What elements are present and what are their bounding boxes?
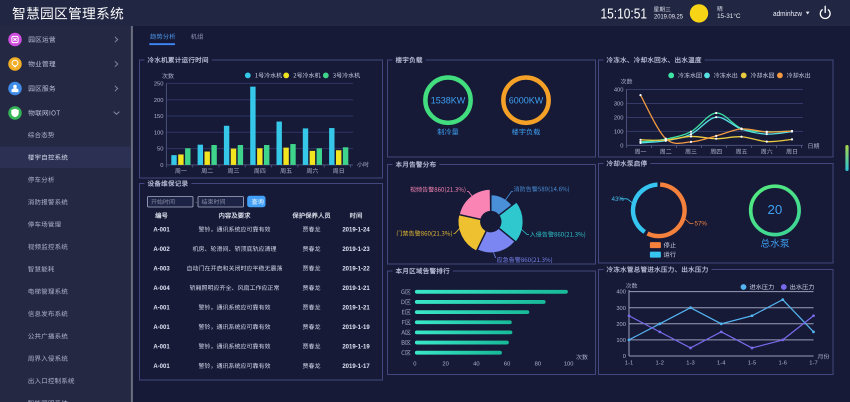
svg-text:1-4: 1-4 (717, 361, 726, 367)
svg-text:1-1: 1-1 (625, 361, 633, 367)
svg-text:100: 100 (614, 129, 624, 135)
svg-text:2019-1-24: 2019-1-24 (342, 227, 370, 233)
svg-text:A-003: A-003 (153, 266, 170, 272)
svg-text:A-001: A-001 (153, 325, 170, 331)
svg-text:0: 0 (623, 354, 626, 360)
svg-text:150: 150 (154, 114, 164, 120)
svg-text:43%: 43% (612, 196, 625, 203)
svg-text:250: 250 (154, 81, 164, 87)
svg-text:1538KW: 1538KW (431, 95, 466, 105)
svg-text:200: 200 (614, 116, 624, 122)
svg-text:2019-1-21: 2019-1-21 (342, 286, 370, 292)
svg-text:0: 0 (413, 361, 416, 367)
svg-text:300: 300 (616, 306, 626, 312)
svg-text:0: 0 (160, 163, 163, 169)
svg-text:40: 40 (473, 361, 479, 367)
svg-text:-: - (195, 200, 197, 206)
svg-text:1-6: 1-6 (779, 361, 787, 367)
svg-text:2019.09.25: 2019.09.25 (654, 14, 683, 21)
svg-text:1-5: 1-5 (748, 361, 756, 367)
svg-text:15:10:51: 15:10:51 (601, 6, 648, 22)
svg-text:A-001: A-001 (153, 344, 170, 350)
svg-text:2019-1-22: 2019-1-22 (342, 266, 370, 272)
svg-text:adminhzw: adminhzw (773, 9, 803, 18)
svg-text:400: 400 (614, 88, 624, 94)
svg-text:100: 100 (616, 338, 626, 344)
svg-text:57%: 57% (695, 221, 708, 228)
svg-text:6000KW: 6000KW (509, 95, 544, 105)
svg-text:0: 0 (620, 143, 623, 149)
svg-text:A-002: A-002 (153, 247, 170, 253)
svg-text:2019-1-19: 2019-1-19 (342, 344, 370, 350)
svg-text:400: 400 (616, 290, 626, 296)
svg-text:A-004: A-004 (153, 286, 170, 292)
svg-text:A-001: A-001 (153, 305, 170, 311)
svg-text:2019-1-21: 2019-1-21 (342, 305, 370, 311)
svg-text:50: 50 (157, 147, 163, 153)
svg-text:300: 300 (614, 102, 624, 108)
svg-text:2019-1-23: 2019-1-23 (342, 247, 370, 253)
svg-text:1-2: 1-2 (656, 361, 664, 367)
svg-text:A-001: A-001 (153, 227, 170, 233)
svg-text:200: 200 (616, 322, 626, 328)
svg-text:20: 20 (768, 202, 783, 217)
svg-text:1-3: 1-3 (686, 361, 694, 367)
svg-text:60: 60 (504, 361, 510, 367)
svg-text:100: 100 (564, 361, 574, 367)
svg-text:80: 80 (535, 361, 541, 367)
svg-text:2019-1-17: 2019-1-17 (342, 364, 370, 370)
svg-text:200: 200 (154, 98, 164, 104)
svg-text:A-001: A-001 (153, 364, 170, 370)
svg-text:1-7: 1-7 (809, 361, 817, 367)
svg-text:2019-1-19: 2019-1-19 (342, 325, 370, 331)
svg-text:15-31°C: 15-31°C (717, 12, 741, 20)
svg-text:20: 20 (442, 361, 448, 367)
svg-text:100: 100 (154, 130, 164, 136)
